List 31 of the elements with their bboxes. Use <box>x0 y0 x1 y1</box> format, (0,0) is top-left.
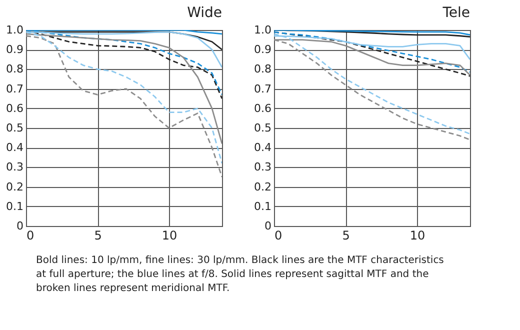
y-tick-label: 0.9 <box>6 43 24 56</box>
x-tick-label: 5 <box>342 228 350 242</box>
y-tick-label: 0.5 <box>254 122 272 134</box>
y-tick-label: 1.0 <box>254 24 272 36</box>
y-tick-label: 0.1 <box>254 200 272 213</box>
x-tick-label: 10 <box>410 228 426 242</box>
chart-title: Tele <box>442 5 470 21</box>
y-tick-label: 0.6 <box>6 102 24 115</box>
y-tick-label: 0.2 <box>6 180 24 194</box>
y-tick-label: 0.4 <box>254 141 272 154</box>
y-tick-label: 0.8 <box>6 62 24 76</box>
y-tick-label: 0 <box>16 220 24 232</box>
text: Bold lines: 10 lp/mm, fine lines: 30 lp/mm. Black lines are the MTF characteristics at full aperture; the blue lines at f/8. Solid lines represent sagittal MTF and the broken lines represent meridional MTF. <box>36 255 444 294</box>
y-tick-label: 0.3 <box>254 160 272 174</box>
y-tick-label: 0.5 <box>6 122 24 134</box>
y-tick-label: 0.7 <box>254 82 272 96</box>
y-tick-label: 0.4 <box>6 141 24 154</box>
x-tick-label: 0 <box>26 228 34 242</box>
x-tick-label: 5 <box>94 228 102 242</box>
y-tick-label: 0.3 <box>6 160 24 174</box>
y-tick-label: 0.9 <box>254 43 272 56</box>
chart-title: Wide <box>187 5 222 21</box>
y-tick-label: 0.1 <box>6 200 24 213</box>
y-tick-label: 0.8 <box>254 62 272 76</box>
x-tick-label: 10 <box>162 228 178 242</box>
y-tick-label: 1.0 <box>6 24 24 36</box>
y-tick-label: 0.7 <box>6 82 24 96</box>
y-tick-label: 0 <box>264 220 272 232</box>
y-tick-label: 0.2 <box>254 180 272 194</box>
y-tick-label: 0.6 <box>254 102 272 115</box>
x-tick-label: 0 <box>274 228 282 242</box>
